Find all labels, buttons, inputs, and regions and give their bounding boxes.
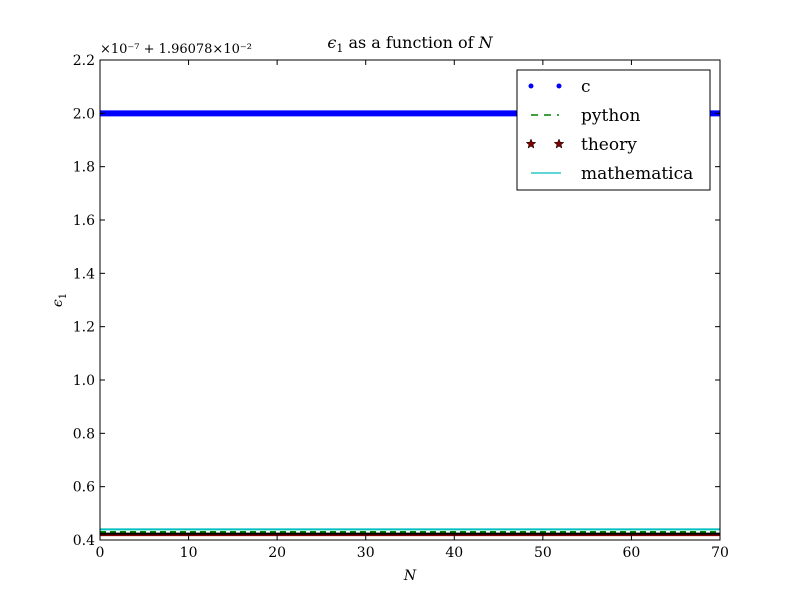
chart-title: ϵ1 as a function of N	[327, 33, 493, 55]
legend-label: c	[581, 77, 591, 97]
legend-items: c python theory mathematica	[525, 77, 693, 184]
y-tick-label: 1.8	[73, 160, 95, 176]
x-tick-label: 20	[268, 545, 286, 561]
legend-entry-python: python	[531, 106, 641, 126]
x-tick-label: 50	[534, 545, 552, 561]
y-tick-label: 1.4	[73, 266, 95, 282]
y-tick-label: 0.6	[73, 480, 95, 496]
x-tick-label: 70	[711, 545, 729, 561]
plot-frame	[99, 59, 721, 541]
legend-marker	[525, 138, 537, 149]
y-tick-label: 1.0	[73, 373, 95, 389]
legend-entry-c: c	[528, 77, 591, 97]
legend-label: theory	[581, 135, 637, 155]
y-axis-offset: ×10⁻⁷ + 1.96078×10⁻²	[100, 42, 252, 57]
x-axis-label: N	[403, 568, 417, 584]
ticks-layer: 0 10 20 30 40 50 60 70 0.4 0.6 0.8 1.0 1.2 1.4 1.6 1.8 2…	[73, 53, 729, 561]
x-tick-label: 0	[96, 545, 105, 561]
x-tick-label: 30	[357, 545, 375, 561]
y-tick-label: 2.0	[73, 106, 95, 122]
x-tick-label: 40	[445, 545, 463, 561]
legend-marker	[553, 138, 565, 149]
x-tick-label: 10	[180, 545, 198, 561]
y-tick-label: 0.4	[73, 533, 95, 549]
legend-label: mathematica	[581, 164, 693, 184]
y-tick-label: 1.6	[73, 213, 95, 229]
y-tick-label: 1.2	[73, 320, 95, 336]
legend-label: python	[581, 106, 641, 126]
legend-marker	[528, 83, 534, 89]
legend-entry-mathematica: mathematica	[531, 164, 693, 184]
x-tick-label: 60	[623, 545, 641, 561]
y-tick-label: 2.2	[73, 53, 95, 69]
legend-entry-theory: theory	[525, 135, 637, 155]
y-tick-label: 0.8	[73, 426, 95, 442]
legend-marker	[556, 83, 562, 89]
legend-box	[516, 69, 711, 191]
y-axis-label: ϵ1	[50, 293, 69, 307]
legend: c python theory mathematica	[516, 69, 711, 191]
